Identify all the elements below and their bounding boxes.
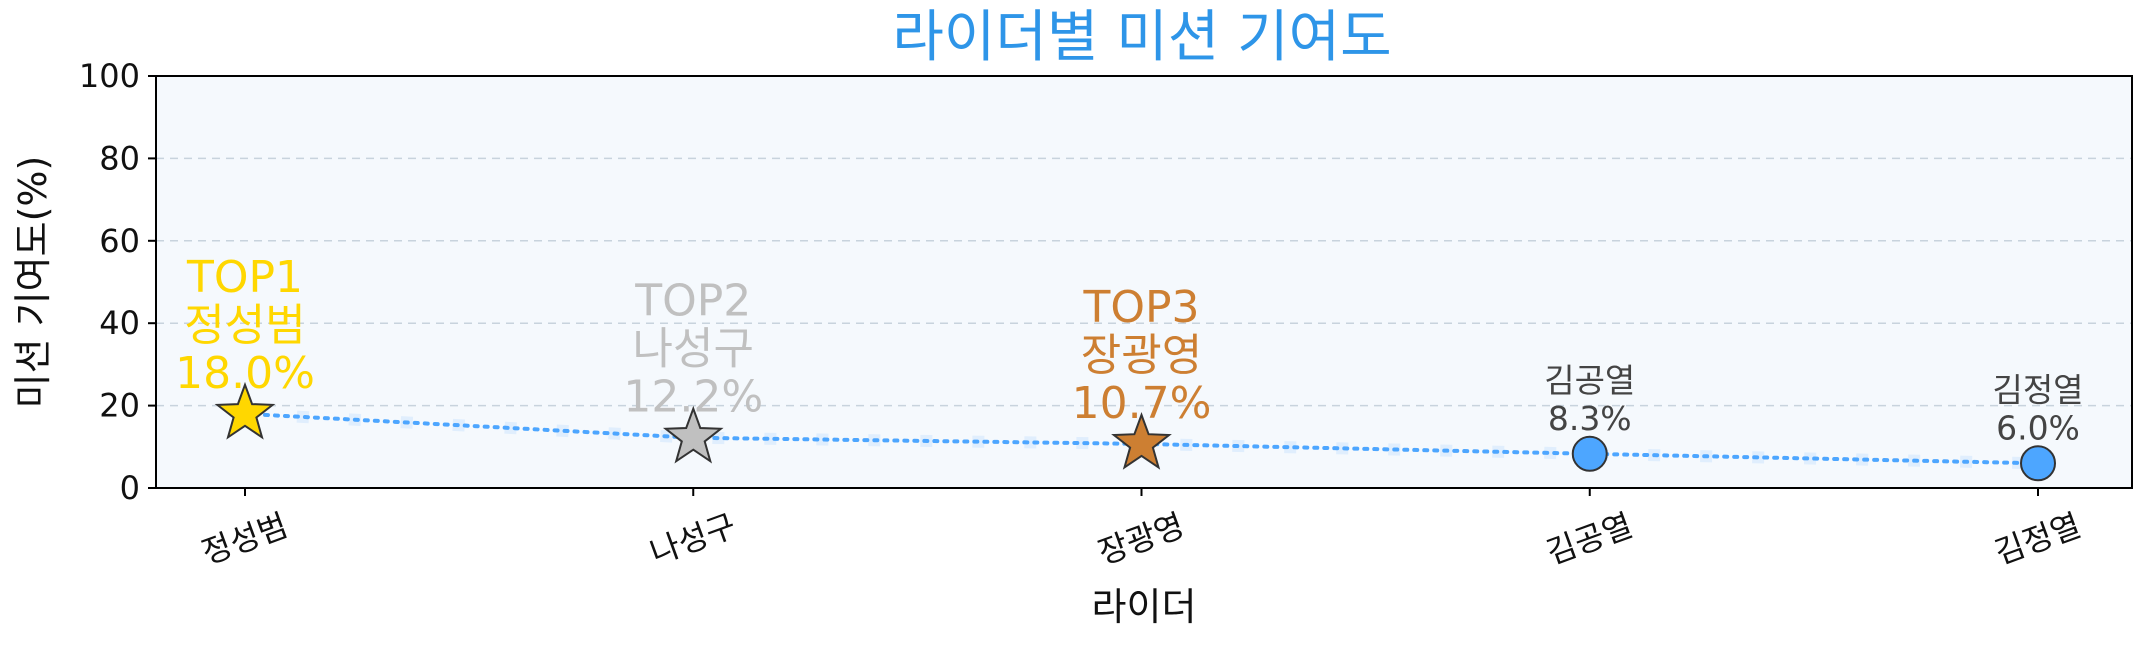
series-line (243, 411, 2040, 466)
x-tick-label: 정성범 (197, 506, 293, 572)
markers (214, 381, 2056, 482)
data-label: 나성구 (633, 324, 754, 375)
data-label: TOP1 (186, 252, 303, 303)
circle-marker (2020, 445, 2056, 482)
y-tick-label: 40 (99, 304, 140, 342)
circle-marker (1571, 435, 1608, 472)
star-marker (662, 405, 724, 464)
x-axis: 정성범 나성구 장광영 김공열 김정열 (197, 488, 2086, 572)
y-axis: 0 20 40 60 80 100 (79, 57, 156, 507)
x-axis-label: 라이더 (1092, 585, 1197, 629)
y-tick-label: 60 (99, 222, 140, 260)
data-label: 장광영 (1081, 330, 1202, 381)
x-tick-label: 장광영 (1093, 506, 1189, 572)
data-label: 6.0% (1996, 408, 2080, 447)
plot-frame (155, 75, 2133, 489)
star-marker (1111, 412, 1172, 470)
x-tick-label: 나성구 (645, 506, 741, 572)
star-marker (214, 381, 276, 440)
x-tick-label: 김공열 (1541, 506, 1637, 572)
data-label: 8.3% (1548, 399, 1632, 438)
data-label: 10.7% (1072, 378, 1212, 429)
data-label: TOP3 (1082, 282, 1199, 333)
gridlines (156, 157, 2132, 407)
data-label: 12.2% (623, 372, 763, 423)
data-label: TOP2 (634, 276, 751, 327)
series-line (243, 407, 2040, 470)
chart-title: 라이더별 미션 기여도 (892, 5, 1391, 70)
y-tick-label: 100 (79, 57, 140, 95)
y-axis-label: 미션 기여도(%) (11, 156, 55, 409)
data-label: 김공열 (1544, 361, 1635, 400)
y-tick-label: 80 (99, 139, 140, 177)
y-tick-label: 0 (120, 469, 140, 507)
data-label: 정성범 (184, 300, 305, 351)
y-tick-label: 20 (99, 387, 140, 425)
data-label: 김정열 (1992, 370, 2083, 409)
x-tick-label: 김정열 (1990, 506, 2086, 572)
data-label: 18.0% (175, 348, 315, 399)
